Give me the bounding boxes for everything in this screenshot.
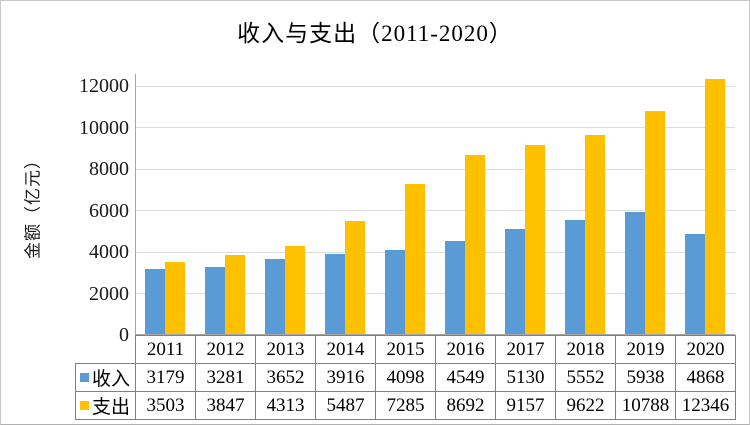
y-gridline (135, 169, 735, 170)
y-tick-label: 8000 (89, 158, 129, 180)
table-value-cell: 5487 (315, 391, 376, 420)
bar-group (255, 74, 315, 335)
bar-group (435, 74, 495, 335)
bar-income (445, 241, 465, 335)
table-value-cell: 3652 (255, 363, 316, 392)
series-name: 收入 (92, 369, 131, 390)
bar-expense (165, 262, 185, 335)
table-value-cell: 5938 (615, 363, 676, 392)
table-value-cell: 9157 (495, 391, 556, 420)
table-year-cell: 2018 (555, 335, 616, 364)
bar-expense (225, 255, 245, 335)
table-series-label-expense: 支出 (75, 391, 136, 420)
bar-expense (645, 111, 665, 335)
table-value-cell: 8692 (435, 391, 496, 420)
y-gridline (135, 86, 735, 87)
table-year-cell: 2013 (255, 335, 316, 364)
plot-area (135, 74, 735, 335)
bar-expense (585, 135, 605, 335)
table-value-cell: 9622 (555, 391, 616, 420)
table-year-cell: 2014 (315, 335, 376, 364)
y-tick-label: 6000 (89, 199, 129, 222)
bar-income (325, 254, 345, 335)
legend-swatch-expense (80, 401, 89, 410)
table-value-cell: 5130 (495, 363, 556, 392)
bar-group (495, 74, 555, 335)
y-gridline (135, 210, 735, 211)
bar-group (195, 74, 255, 335)
bar-income (265, 259, 285, 335)
chart-title: 收入与支出（2011-2020） (237, 21, 513, 46)
table-year-cell: 2019 (615, 335, 676, 364)
bar-income (205, 267, 225, 335)
bar-group (615, 74, 675, 335)
bar-group (135, 74, 195, 335)
table-value-cell: 3847 (195, 391, 256, 420)
table-year-cell: 2020 (675, 335, 736, 364)
bar-income (565, 220, 585, 335)
table-year-cell: 2016 (435, 335, 496, 364)
x-axis-line (135, 334, 735, 335)
table-value-cell: 12346 (675, 391, 736, 420)
table-series-label-income: 收入 (75, 363, 136, 392)
bar-income (625, 212, 645, 335)
bar-group (315, 74, 375, 335)
bar-expense (405, 184, 425, 335)
y-tick-label: 0 (119, 324, 129, 346)
table-year-cell: 2011 (135, 335, 196, 364)
legend-swatch-income (80, 373, 89, 382)
table-year-cell: 2017 (495, 335, 556, 364)
bar-expense (285, 246, 305, 335)
table-value-cell: 5552 (555, 363, 616, 392)
table-value-cell: 3503 (135, 391, 196, 420)
table-value-cell: 4549 (435, 363, 496, 392)
y-tick-label: 2000 (89, 282, 129, 305)
table-value-cell: 4098 (375, 363, 436, 392)
y-tick-label: 12000 (79, 75, 129, 97)
series-name: 支出 (92, 397, 131, 418)
y-gridline (135, 252, 735, 253)
bar-expense (465, 155, 485, 335)
bar-income (145, 269, 165, 335)
bar-group (375, 74, 435, 335)
table-value-cell: 7285 (375, 391, 436, 420)
table-value-cell: 4868 (675, 363, 736, 392)
table-value-cell: 3179 (135, 363, 196, 392)
y-gridline (135, 127, 735, 128)
bar-income (505, 229, 525, 335)
bar-expense (525, 145, 545, 335)
bar-income (685, 234, 705, 335)
y-gridline (135, 293, 735, 294)
table-value-cell: 3281 (195, 363, 256, 392)
bar-expense (345, 221, 365, 335)
table-value-cell: 10788 (615, 391, 676, 420)
bar-expense (705, 79, 725, 335)
y-axis-line (135, 74, 136, 335)
bar-income (385, 250, 405, 335)
y-tick-label: 10000 (79, 116, 129, 139)
table-year-cell: 2012 (195, 335, 256, 364)
bar-group (675, 74, 735, 335)
y-tick-label: 4000 (89, 241, 129, 263)
bar-group (555, 74, 615, 335)
table-value-cell: 3916 (315, 363, 376, 392)
table-year-cell: 2015 (375, 335, 436, 364)
table-value-cell: 4313 (255, 391, 316, 420)
